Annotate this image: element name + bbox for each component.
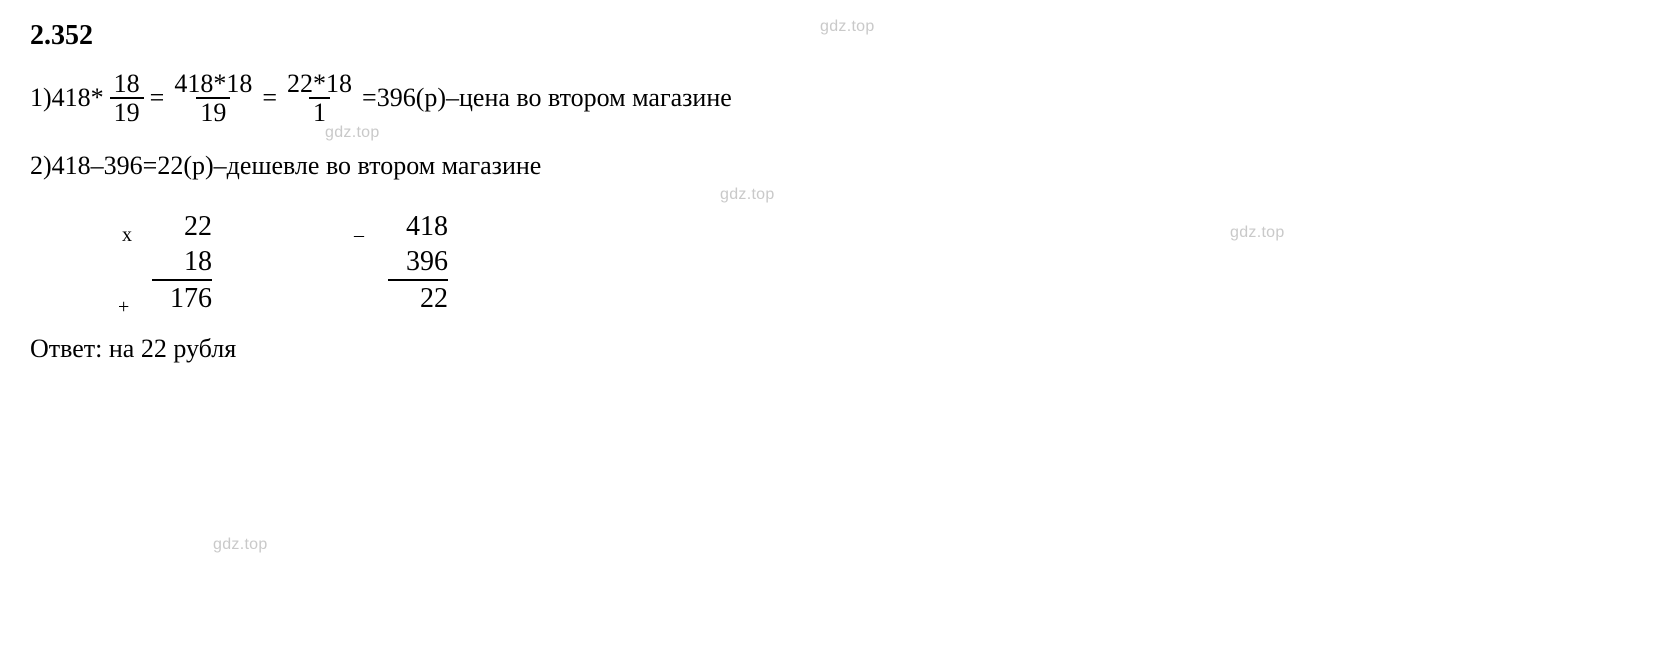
plus-sign: +	[118, 295, 129, 320]
calc-value: 396	[406, 246, 448, 277]
watermark: gdz.top	[213, 536, 268, 554]
multiplication-column: х 22 18 + 176	[140, 209, 216, 316]
operator-mul: *	[91, 83, 104, 113]
step-1-line: 1) 418 * 18 19 = 418*18 19 = 22*18 1 = 3…	[30, 70, 1623, 127]
calc-underline: 396	[388, 244, 448, 281]
watermark: gdz.top	[820, 18, 875, 36]
equals: =	[150, 83, 165, 113]
step-prefix: 2)	[30, 151, 52, 181]
fraction-denominator: 19	[110, 97, 144, 126]
calc-row: 18	[140, 244, 216, 281]
fraction-numerator: 418*18	[170, 70, 256, 97]
calc-row: х 22	[140, 209, 216, 244]
answer-label: Ответ:	[30, 334, 102, 363]
answer-text: на 22 рубля	[102, 334, 236, 363]
calc-value: 18	[184, 246, 212, 277]
unit: (р)	[416, 83, 446, 113]
step-prefix: 1)	[30, 83, 52, 113]
fraction-3: 22*18 1	[283, 70, 356, 127]
fraction-denominator: 1	[309, 97, 330, 126]
calc-value: 22	[420, 283, 448, 314]
result: 396	[377, 83, 416, 113]
calc-row: 396	[376, 244, 452, 281]
step-description: дешевле во втором магазине	[227, 151, 542, 181]
calc-row: 22	[376, 281, 452, 316]
dash: –	[446, 83, 459, 113]
calc-value: 418	[406, 211, 448, 242]
answer-line: Ответ: на 22 рубля	[30, 334, 1623, 364]
multiply-sign: х	[122, 223, 132, 248]
fraction-1: 18 19	[110, 70, 144, 127]
vertical-calculations: х 22 18 + 176 – 418 396 22	[140, 209, 1623, 316]
dash: –	[214, 151, 227, 181]
calc-value: 22	[184, 211, 212, 242]
equals: =	[362, 83, 377, 113]
result: 22	[157, 151, 183, 181]
watermark: gdz.top	[720, 186, 775, 204]
calc-row: – 418	[376, 209, 452, 244]
subtraction-column: – 418 396 22	[376, 209, 452, 316]
operand-a: 418	[52, 151, 91, 181]
fraction-2: 418*18 19	[170, 70, 256, 127]
fraction-numerator: 18	[110, 70, 144, 97]
operand-a: 418	[52, 83, 91, 113]
step-description: цена во втором магазине	[459, 83, 732, 113]
unit: (р)	[183, 151, 213, 181]
fraction-numerator: 22*18	[283, 70, 356, 97]
equals: =	[262, 83, 277, 113]
step-2-line: 2) 418 – 396 = 22 (р) – дешевле во второ…	[30, 139, 1623, 193]
calc-underline: 18	[152, 244, 212, 281]
operator-minus: –	[91, 151, 104, 181]
watermark: gdz.top	[325, 124, 380, 142]
minus-sign: –	[354, 223, 364, 248]
calc-row: + 176	[140, 281, 216, 316]
fraction-denominator: 19	[196, 97, 230, 126]
calc-value: 176	[170, 283, 212, 314]
equals: =	[143, 151, 158, 181]
watermark: gdz.top	[1230, 224, 1285, 242]
operand-b: 396	[104, 151, 143, 181]
